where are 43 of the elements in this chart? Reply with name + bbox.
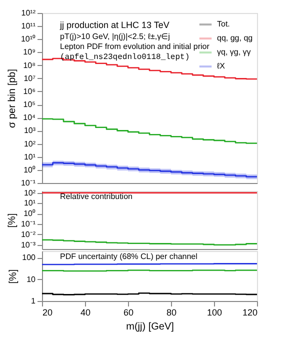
y-tick-label: 10⁸ [23,60,36,70]
y-tick-label: 10⁷ [24,74,36,83]
y-tick-label: 10 [26,274,36,284]
y-tick-label: 10¹² [21,8,36,18]
y-tick-label: 10⁴ [23,113,36,122]
x-tick-label: 40 [80,308,91,318]
annotation: Lepton PDF from evolution and initial prior [60,42,210,51]
x-axis-title: m(jj) [GeV] [126,322,174,332]
annotation: jj production at LHC 13 TeV [59,20,170,30]
y-tick-label: 10⁻² [20,230,36,239]
y-tick-label: 10⁻³ [20,240,36,250]
y-tick-label: 10¹ [24,152,36,162]
y-axis-title: [%] [8,269,20,284]
annotation: Relative contribution [60,192,132,201]
x-tick-label: 80 [166,308,177,318]
y-tick-label: 10⁶ [23,86,36,96]
y-tick-label: 10¹⁰ [20,34,36,44]
y-tick-label: 10² [24,139,36,148]
annotation: pT(j)>10 GeV, |η(j)|<2.5; ℓ±,γ∈j [60,32,170,41]
y-tick-label: 10¹ [24,198,36,208]
y-axis-title: σ per bin [pb] [6,68,18,128]
y-tick-label: 10⁰ [24,165,36,174]
x-tick-label: 60 [123,308,134,318]
legend-label: Tot. [217,20,230,28]
legend-label: γq, γg, γγ [217,48,251,56]
legend-label: qq, gg, qg [217,34,253,42]
y-tick-label: 10⁹ [23,48,36,57]
annotation: PDF uncertainty (68% CL) per channel [60,252,198,261]
y-tick-label: 10⁻¹ [20,220,36,229]
x-tick-label: 20 [42,308,53,318]
legend-label: ℓX [217,62,226,70]
y-tick-label: 10⁰ [24,209,36,218]
y-axis-title: [%] [6,213,18,228]
x-tick-label: 100 [206,308,222,318]
y-tick-label: 10² [24,188,36,198]
y-tick-label: 10⁻¹ [20,178,36,188]
x-tick-label: 120 [242,308,258,318]
y-tick-label: 10⁵ [23,100,36,110]
annotation: (apfel_ns23qednlo0118_lept) [60,53,190,62]
y-tick-label: 1 [31,296,36,306]
y-tick-label: 100 [22,253,36,262]
y-tick-label: 10¹¹ [21,22,36,31]
y-tick-label: 10³ [24,126,36,136]
